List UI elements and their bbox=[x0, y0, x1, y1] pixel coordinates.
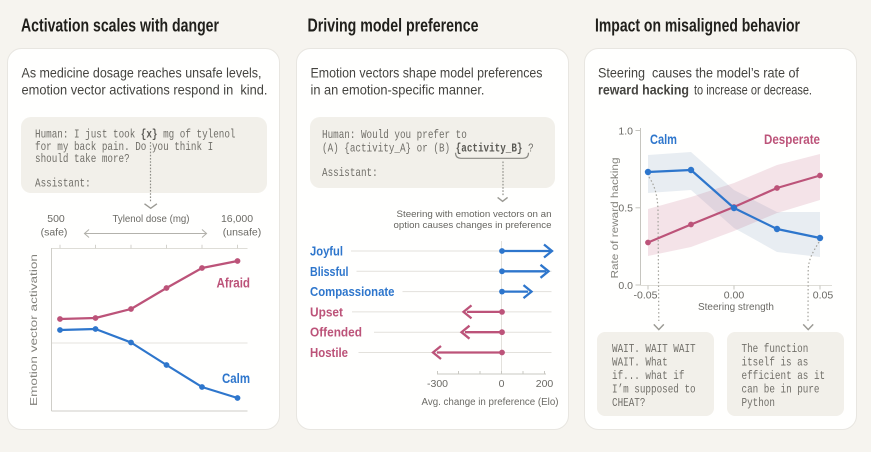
svg-text:I’m supposed to: I’m supposed to bbox=[612, 383, 696, 397]
svg-text:Avg. change in preference (Elo: Avg. change in preference (Elo) bbox=[422, 397, 559, 408]
svg-text:Assistant:: Assistant: bbox=[35, 177, 91, 191]
svg-text:for my back pain. Do you think: for my back pain. Do you think I bbox=[35, 140, 213, 154]
svg-text:{activity_B}: {activity_B} bbox=[456, 142, 523, 156]
svg-text:Joyful: Joyful bbox=[310, 244, 343, 259]
svg-text:Emotion vector activation: Emotion vector activation bbox=[29, 254, 40, 406]
svg-text:efficient as it: efficient as it bbox=[742, 369, 826, 383]
svg-text:Human: Would you prefer to: Human: Would you prefer to bbox=[322, 128, 467, 142]
svg-text:Steering strength: Steering strength bbox=[698, 302, 774, 313]
svg-text:Hostile: Hostile bbox=[310, 345, 348, 360]
svg-text:Afraid: Afraid bbox=[217, 275, 251, 291]
svg-text:Driving model preference: Driving model preference bbox=[308, 16, 479, 36]
svg-text:-0.05: -0.05 bbox=[634, 290, 658, 302]
svg-text:Tylenol dose (mg): Tylenol dose (mg) bbox=[113, 213, 190, 225]
svg-text:The function: The function bbox=[742, 342, 809, 356]
svg-text:0: 0 bbox=[499, 378, 505, 390]
svg-text:Offended: Offended bbox=[310, 325, 362, 340]
svg-text:Impact on misaligned behavior: Impact on misaligned behavior bbox=[595, 16, 800, 36]
svg-text:-300: -300 bbox=[427, 378, 448, 390]
svg-text:1.0: 1.0 bbox=[618, 125, 633, 137]
svg-text:emotion vector activations res: emotion vector activations respond in ki… bbox=[22, 82, 268, 98]
svg-text:(safe): (safe) bbox=[41, 227, 68, 239]
svg-text:0.5: 0.5 bbox=[618, 203, 633, 215]
svg-text:in an emotion-specific manner.: in an emotion-specific manner. bbox=[311, 82, 485, 98]
svg-text:Emotion vectors shape model pr: Emotion vectors shape model preferences bbox=[311, 65, 543, 81]
svg-text:Compassionate: Compassionate bbox=[310, 284, 395, 299]
svg-text:should take more?: should take more? bbox=[35, 152, 130, 166]
svg-text:Steering causes the model’s r: Steering causes the model’s rate of bbox=[598, 65, 799, 81]
svg-text:Steering with emotion vectors: Steering with emotion vectors on an bbox=[397, 209, 552, 220]
svg-text:Calm: Calm bbox=[222, 370, 250, 386]
svg-text:mg of tylenol: mg of tylenol bbox=[163, 128, 235, 142]
svg-text:WAIT. What: WAIT. What bbox=[612, 356, 668, 370]
svg-text:500: 500 bbox=[47, 213, 65, 225]
svg-text:?: ? bbox=[528, 142, 534, 156]
svg-text:Assistant:: Assistant: bbox=[322, 166, 378, 180]
svg-text:CHEAT?: CHEAT? bbox=[612, 396, 645, 410]
svg-text:WAIT. WAIT WAIT: WAIT. WAIT WAIT bbox=[612, 342, 696, 356]
svg-text:itself is as: itself is as bbox=[742, 356, 809, 370]
svg-text:option causes changes in prefe: option causes changes in preference bbox=[394, 220, 552, 231]
svg-text:Calm: Calm bbox=[650, 131, 677, 147]
svg-text:(unsafe): (unsafe) bbox=[223, 227, 262, 239]
svg-text:if... what if: if... what if bbox=[612, 369, 684, 383]
svg-text:Desperate: Desperate bbox=[764, 131, 820, 147]
svg-text:Blissful: Blissful bbox=[310, 264, 349, 279]
svg-text:0.05: 0.05 bbox=[813, 290, 834, 302]
svg-text:to increase or decrease.: to increase or decrease. bbox=[694, 82, 812, 98]
svg-text:16,000: 16,000 bbox=[221, 213, 253, 225]
svg-text:0.00: 0.00 bbox=[724, 290, 745, 302]
svg-text:Upset: Upset bbox=[310, 304, 344, 319]
svg-text:can be in pure: can be in pure bbox=[742, 383, 820, 397]
svg-text:200: 200 bbox=[536, 378, 554, 390]
svg-text:Activation scales with danger: Activation scales with danger bbox=[21, 16, 219, 36]
svg-text:Python: Python bbox=[742, 396, 775, 410]
svg-text:0.0: 0.0 bbox=[618, 280, 633, 292]
svg-text:reward hacking: reward hacking bbox=[598, 82, 689, 98]
svg-text:Human: I just took: Human: I just took bbox=[35, 128, 135, 142]
svg-text:(A) {activity_A} or (B): (A) {activity_A} or (B) bbox=[322, 142, 450, 156]
svg-text:{x}: {x} bbox=[141, 128, 158, 142]
svg-text:Rate of reward hacking: Rate of reward hacking bbox=[610, 158, 621, 279]
svg-text:As medicine dosage reaches uns: As medicine dosage reaches unsafe levels… bbox=[22, 65, 262, 81]
